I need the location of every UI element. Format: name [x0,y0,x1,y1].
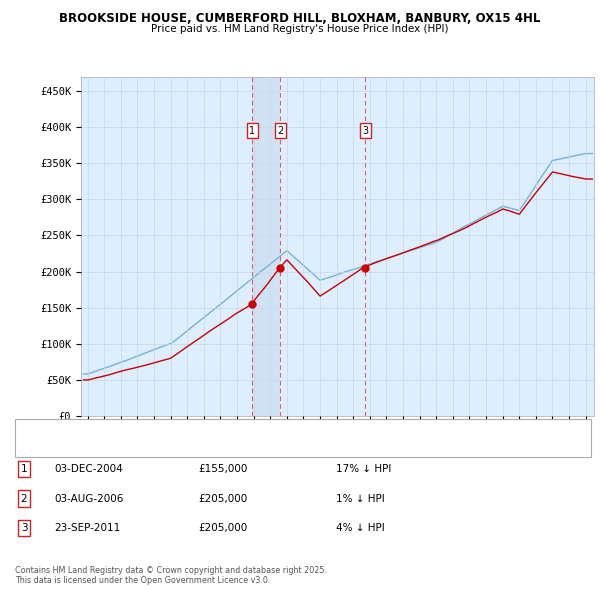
Text: BROOKSIDE HOUSE, CUMBERFORD HILL, BLOXHAM, BANBURY, OX15 4HL (semi-detached hous: BROOKSIDE HOUSE, CUMBERFORD HILL, BLOXHA… [56,425,466,434]
Text: 03-DEC-2004: 03-DEC-2004 [54,464,123,474]
Text: Price paid vs. HM Land Registry's House Price Index (HPI): Price paid vs. HM Land Registry's House … [151,24,449,34]
Text: £155,000: £155,000 [198,464,247,474]
Text: 3: 3 [362,126,368,136]
Text: £205,000: £205,000 [198,523,247,533]
Text: 3: 3 [20,523,28,533]
Text: 1: 1 [20,464,28,474]
Text: BROOKSIDE HOUSE, CUMBERFORD HILL, BLOXHAM, BANBURY, OX15 4HL: BROOKSIDE HOUSE, CUMBERFORD HILL, BLOXHA… [59,12,541,25]
Text: 2: 2 [20,494,28,503]
Text: 2: 2 [277,126,283,136]
Text: 1: 1 [249,126,256,136]
Text: 23-SEP-2011: 23-SEP-2011 [54,523,120,533]
Text: £205,000: £205,000 [198,494,247,503]
Text: HPI: Average price, semi-detached house, Cherwell: HPI: Average price, semi-detached house,… [56,440,277,449]
Text: 4% ↓ HPI: 4% ↓ HPI [336,523,385,533]
Bar [253,77,280,416]
Text: 03-AUG-2006: 03-AUG-2006 [54,494,124,503]
Text: Contains HM Land Registry data © Crown copyright and database right 2025.
This d: Contains HM Land Registry data © Crown c… [15,566,327,585]
Text: 1% ↓ HPI: 1% ↓ HPI [336,494,385,503]
Text: 17% ↓ HPI: 17% ↓ HPI [336,464,391,474]
